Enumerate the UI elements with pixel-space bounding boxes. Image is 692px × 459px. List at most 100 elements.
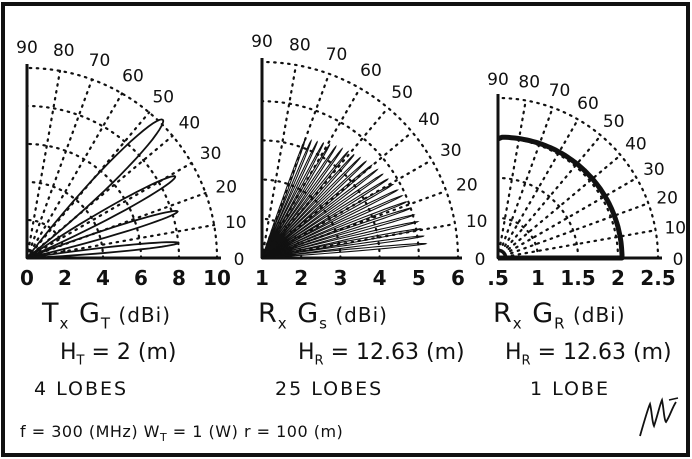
panel-3-radial-tick: 1 (531, 266, 545, 290)
panel-3-angle-tick: 10 (664, 219, 686, 239)
panel-3-grid-ray (496, 106, 554, 260)
panel-1-lobe-3 (26, 209, 179, 259)
panel-3-radial-tick: 2 (611, 266, 625, 290)
panel-2-lobe-5 (261, 143, 331, 259)
panel-1-radial-tick: 8 (172, 266, 186, 290)
panel-2-angle-tick: 50 (391, 83, 413, 103)
panel-3-grid-ray (496, 99, 527, 260)
rx-gr-height-label: HR = 12.63 (m) (505, 340, 672, 369)
panel-3-angle-tick: 20 (656, 188, 678, 208)
panel-1-grid-arc (25, 66, 219, 260)
panel-1-lobe-4 (26, 241, 180, 259)
panel-3-radial-tick: .5 (487, 266, 509, 290)
panel-3-gain-curve (497, 134, 625, 261)
panel-1-angle-tick: 70 (89, 51, 111, 71)
panel-2-radial-tick: 2 (294, 266, 308, 290)
panel-2-lobe-7 (261, 147, 344, 259)
panel-2-angle-tick: 30 (440, 141, 462, 161)
signature-mark (639, 397, 679, 437)
panel-1-angle-tick: 80 (53, 41, 75, 61)
panel-2-lobe-11 (261, 160, 368, 259)
panel-2-grid-ray (260, 106, 390, 260)
panel-1-lobe-2 (26, 175, 177, 259)
panel-1-angle-tick: 10 (225, 213, 247, 233)
panel-2-angle-tick: 20 (456, 175, 478, 195)
panel-2-radial-tick: 5 (412, 266, 426, 290)
panel-2-lobe-3 (261, 140, 318, 259)
panel-1-grid-arc (25, 180, 105, 260)
panel-2-lobe-21 (261, 214, 416, 259)
panel-3-radial-tick: 1.5 (560, 266, 595, 290)
panel-2-lobe-8 (261, 150, 350, 259)
panel-3-grid-arc (496, 176, 580, 260)
panel-2-radial-tick: 4 (373, 266, 387, 290)
panel-1-angle-tick: 30 (200, 144, 222, 164)
panel-2-lobe-6 (261, 144, 337, 259)
panel-3-grid-arc (496, 216, 540, 260)
panel-2-lobe-1 (261, 138, 306, 259)
panel-3-angle-tick: 80 (518, 73, 540, 93)
panel-3-angle-tick: 70 (549, 81, 571, 101)
panel-3-angle-tick: 40 (625, 134, 647, 154)
panel-2-radial-tick: 1 (255, 266, 269, 290)
panel-2-lobe-17 (261, 189, 400, 259)
panel-1-grid-arc (25, 104, 181, 260)
panel-2-lobe-4 (261, 142, 324, 259)
panel-2-angle-tick: 10 (466, 212, 488, 232)
rx-gs-lobes-label: 25 LOBES (275, 378, 384, 400)
panel-2-lobe-12 (261, 164, 373, 259)
panel-2-grid-ray (260, 63, 298, 260)
tx-gain-label: Tx GT (dBi) (42, 298, 172, 333)
panel-3-grid-arc (496, 96, 660, 260)
parameters-line: f = 300 (MHz) WT = 1 (W) r = 100 (m) (20, 422, 344, 445)
panel-3-angle-tick: 30 (643, 160, 665, 180)
panel-1-grid-ray (25, 69, 62, 260)
panel-3-grid-ray (496, 118, 580, 260)
panel-2-grid-ray (260, 189, 448, 260)
panel-1-radial-tick: 4 (96, 266, 110, 290)
panel-2-angle-tick: 90 (251, 32, 273, 52)
panel-1-grid-arc (25, 218, 67, 260)
panel-1-radial-tick: 0 (20, 266, 34, 290)
panel-2-angle-tick: 70 (326, 45, 348, 65)
panel-2-angle-tick: 40 (418, 110, 440, 130)
panel-1-angle-tick: 60 (122, 66, 144, 86)
panel-2-lobe-20 (261, 207, 412, 259)
panel-2-lobe-25 (261, 242, 428, 259)
panel-2-lobe-23 (261, 228, 423, 259)
panel-3-angle-tick: 90 (487, 70, 509, 90)
tx-height-label: HT = 2 (m) (60, 340, 177, 369)
panel-2-radial-tick: 3 (333, 266, 347, 290)
panel-3-radial-tick: 2.5 (640, 266, 675, 290)
panel-2-angle-tick: 60 (360, 61, 382, 81)
rx-gs-height-label: HR = 12.63 (m) (298, 340, 465, 369)
rx-gr-lobes-label: 1 LOBE (530, 378, 611, 400)
panel-2-lobe-24 (261, 235, 425, 259)
panel-2-radial-tick: 6 (451, 266, 465, 290)
panel-2-angle-tick: 80 (289, 35, 311, 55)
panel-1-angle-tick: 90 (16, 38, 38, 58)
panel-1-radial-tick: 10 (203, 266, 231, 290)
panel-3-angle-tick: 50 (603, 112, 625, 132)
panel-1-angle-tick: 0 (234, 250, 245, 270)
panel-1-grid-arc (25, 142, 143, 260)
panel-3-angle-tick: 60 (577, 94, 599, 114)
panel-2-lobe-15 (261, 178, 390, 259)
panel-2-lobe-22 (261, 221, 420, 259)
panel-3-angle-tick: 0 (673, 250, 684, 270)
panel-2-grid-ray (260, 72, 331, 260)
panel-2-lobe-19 (261, 201, 408, 259)
tx-lobes-label: 4 LOBES (34, 378, 129, 400)
panel-1-angle-tick: 50 (152, 88, 174, 108)
panel-1-lobe-1 (26, 118, 165, 259)
panel-1-radial-tick: 2 (58, 266, 72, 290)
panel-2-lobe-16 (261, 183, 395, 259)
panel-3-grid-ray (496, 202, 650, 260)
panel-2-grid-arc (260, 60, 460, 260)
panel-2-lobe-2 (261, 139, 313, 259)
panel-2-lobe-14 (261, 173, 384, 259)
